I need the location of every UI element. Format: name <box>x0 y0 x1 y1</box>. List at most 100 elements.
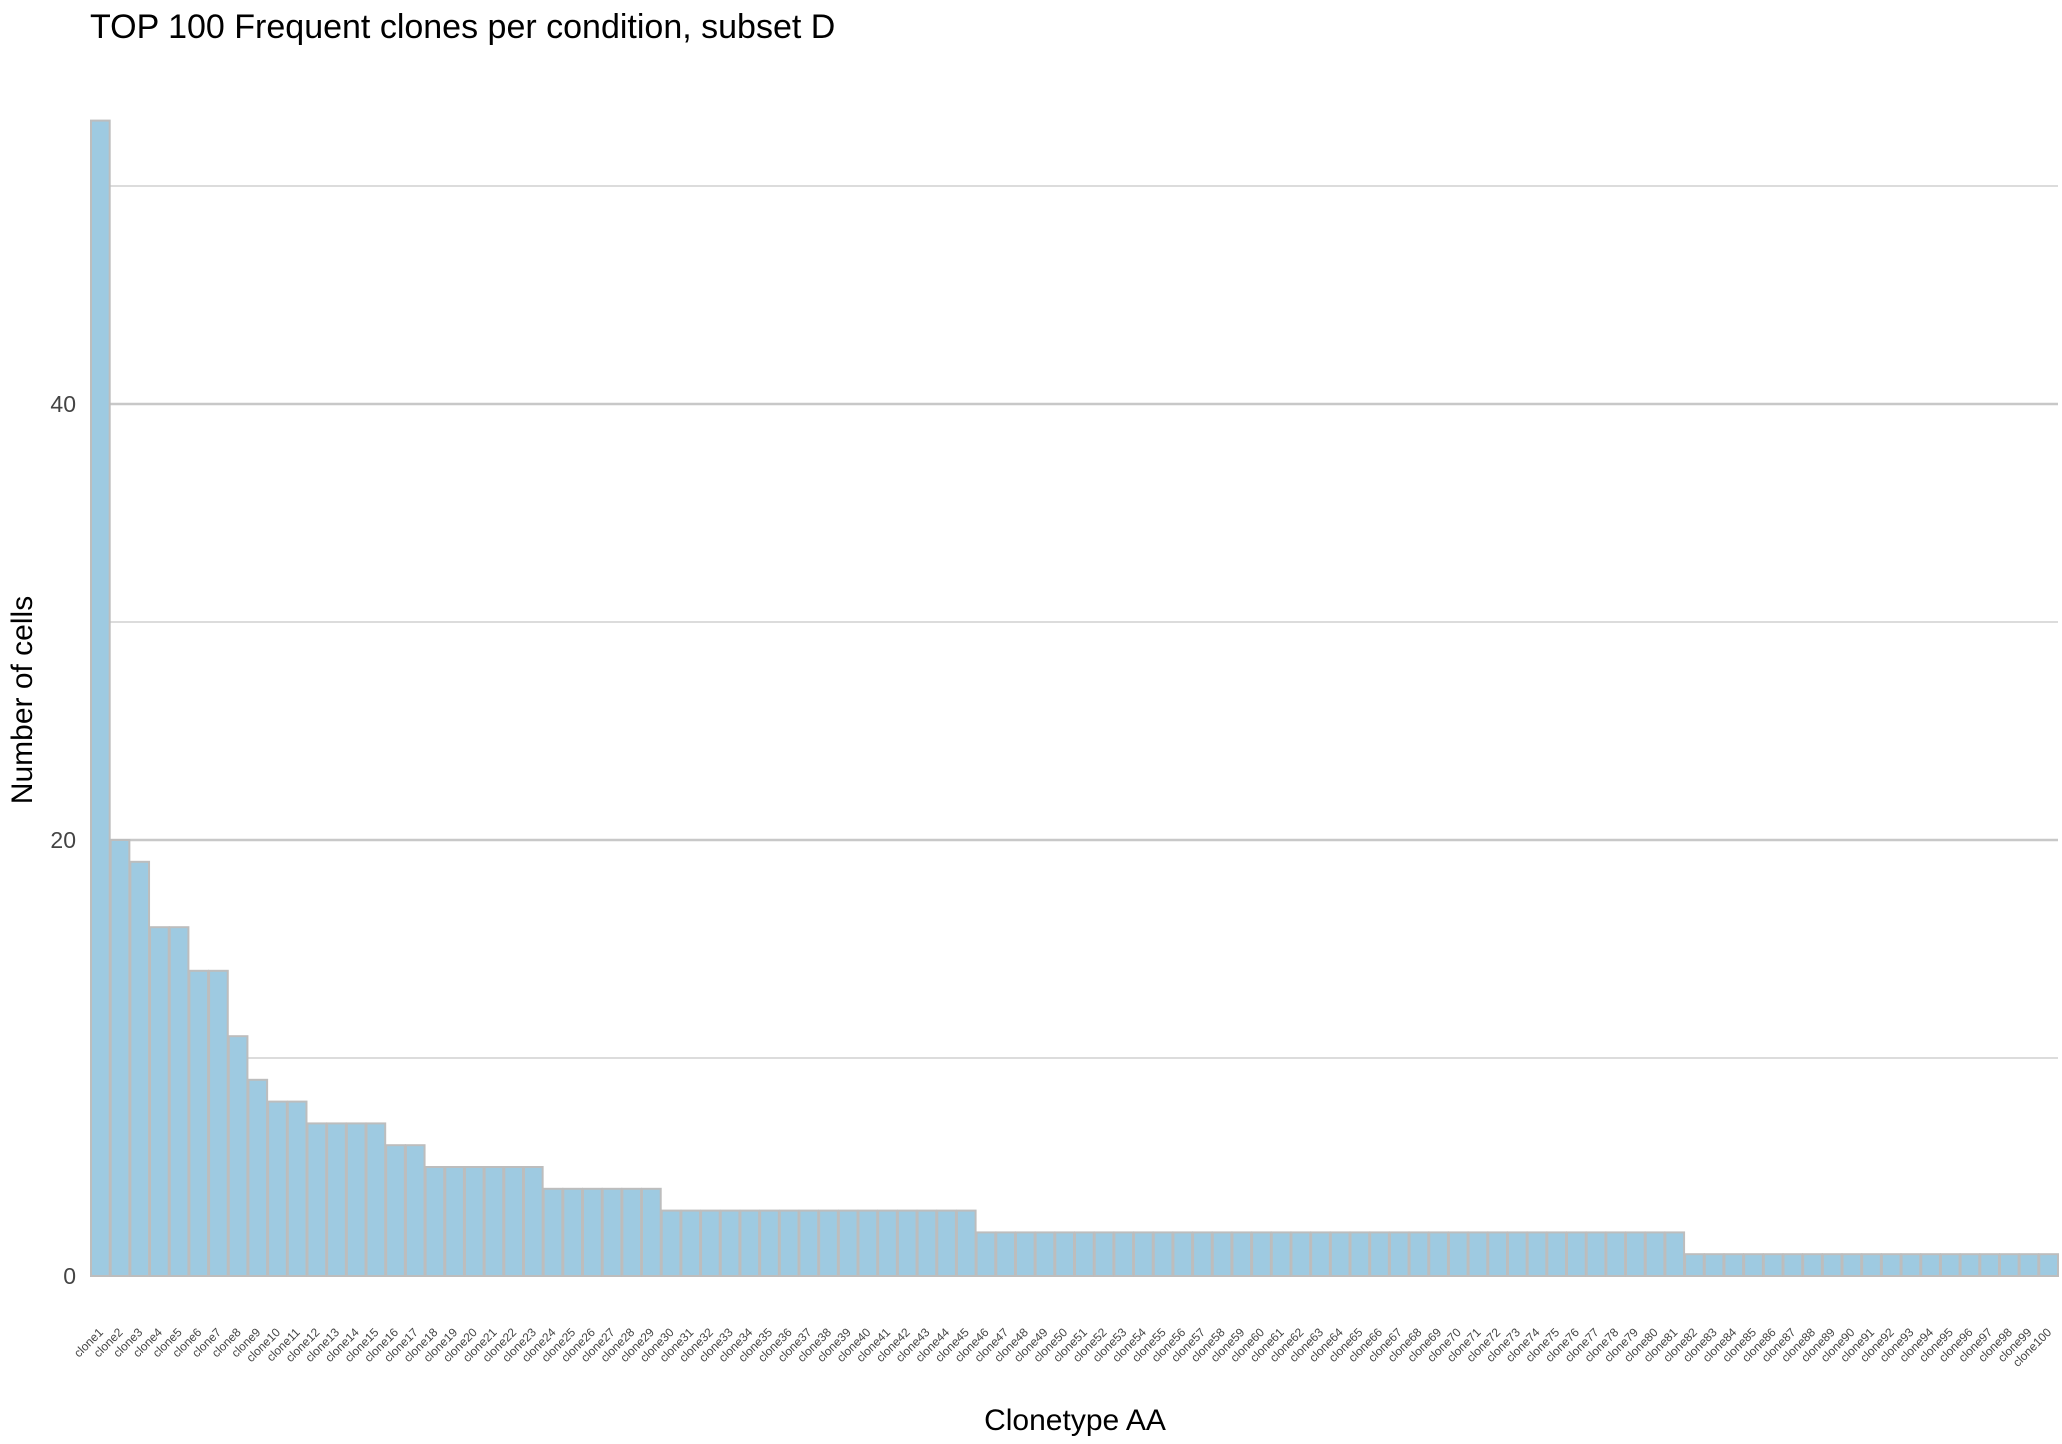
bar-clone2 <box>109 839 131 1277</box>
bar-clone52 <box>1093 1231 1115 1278</box>
bar-clone75 <box>1546 1231 1567 1278</box>
bar-clone14 <box>345 1122 367 1278</box>
bar-clone45 <box>955 1209 977 1277</box>
bar-clone86 <box>1762 1253 1784 1277</box>
bar-clone64 <box>1329 1231 1351 1278</box>
bar-clone97 <box>1979 1253 2000 1277</box>
bar-clone18 <box>424 1166 446 1277</box>
bar-clone38 <box>818 1209 839 1277</box>
bar-clone7 <box>208 969 229 1277</box>
bar-clone44 <box>936 1209 957 1277</box>
bar-clone63 <box>1310 1231 1331 1278</box>
bar-clone23 <box>522 1166 544 1277</box>
bar-clone27 <box>601 1187 623 1278</box>
bar-clone49 <box>1034 1231 1056 1278</box>
bar-clone55 <box>1152 1231 1174 1278</box>
bar-clone30 <box>660 1209 682 1277</box>
bar-clone46 <box>975 1231 997 1278</box>
x-axis-ticks: clone1clone2clone3clone4clone5clone6clon… <box>71 1325 2054 1370</box>
bar-clone71 <box>1467 1231 1489 1278</box>
bar-clone26 <box>582 1187 603 1278</box>
bar-clone47 <box>995 1231 1016 1278</box>
bar-clone34 <box>739 1209 761 1277</box>
bar-clone36 <box>778 1209 800 1277</box>
bar-clone5 <box>168 926 190 1277</box>
bar-clone100 <box>2038 1253 2059 1277</box>
bar-clone9 <box>247 1078 269 1278</box>
bar-clone53 <box>1113 1231 1135 1278</box>
bar-clone78 <box>1605 1231 1627 1278</box>
bar-clone40 <box>857 1209 879 1277</box>
bar-clone67 <box>1388 1231 1410 1278</box>
bar-clone29 <box>641 1187 662 1278</box>
bar-clone89 <box>1821 1253 1843 1277</box>
bar-clone56 <box>1172 1231 1194 1278</box>
bar-clone21 <box>483 1166 505 1277</box>
bar-clone76 <box>1566 1231 1587 1278</box>
bar-clone51 <box>1074 1231 1095 1278</box>
bar-clone93 <box>1900 1253 1922 1277</box>
bar-clone79 <box>1625 1231 1646 1278</box>
bar-clone32 <box>700 1209 721 1277</box>
bar-clone35 <box>759 1209 780 1277</box>
bar-clone15 <box>365 1122 387 1278</box>
bar-clone37 <box>798 1209 820 1277</box>
bar-clone58 <box>1211 1231 1233 1278</box>
bar-clone98 <box>1998 1253 2020 1277</box>
y-tick-label: 20 <box>50 827 76 853</box>
bar-clone4 <box>149 926 170 1277</box>
bar-clone83 <box>1703 1253 1725 1277</box>
gridlines <box>90 185 2058 1059</box>
bar-clone11 <box>286 1100 308 1277</box>
bar-clone6 <box>188 969 210 1277</box>
x-axis-title: Clonetype AA <box>984 1404 1166 1437</box>
bar-clone99 <box>2018 1253 2040 1277</box>
bar-clone94 <box>1920 1253 1941 1277</box>
y-tick-label: 40 <box>50 391 76 417</box>
bar-clone74 <box>1526 1231 1548 1278</box>
bar-clone69 <box>1428 1231 1449 1278</box>
bar-clone70 <box>1447 1231 1469 1278</box>
bar-clone8 <box>227 1035 249 1277</box>
bar-clone48 <box>1014 1231 1036 1278</box>
bars <box>90 119 2059 1278</box>
bar-clone77 <box>1585 1231 1607 1278</box>
bar-clone12 <box>306 1122 328 1278</box>
bar-clone57 <box>1192 1231 1213 1278</box>
bar-clone22 <box>503 1166 524 1277</box>
bar-clone87 <box>1782 1253 1804 1277</box>
bar-clone73 <box>1506 1231 1528 1278</box>
bar-clone92 <box>1880 1253 1902 1277</box>
bar-clone24 <box>542 1187 564 1278</box>
bar-clone66 <box>1369 1231 1390 1278</box>
bar-clone91 <box>1861 1253 1882 1277</box>
y-axis-ticks: 0 20 40 <box>50 391 76 1289</box>
bar-clone59 <box>1231 1231 1253 1278</box>
bar-clone85 <box>1743 1253 1764 1277</box>
bar-clone81 <box>1664 1231 1686 1278</box>
bar-clone72 <box>1487 1231 1508 1278</box>
bar-clone50 <box>1054 1231 1075 1278</box>
bar-clone13 <box>326 1122 347 1278</box>
bar-clone96 <box>1959 1253 1981 1277</box>
bar-clone42 <box>896 1209 918 1277</box>
chart-title: TOP 100 Frequent clones per condition, s… <box>90 8 835 46</box>
bar-clone28 <box>621 1187 643 1278</box>
bar-clone82 <box>1684 1253 1705 1277</box>
bar-clone88 <box>1802 1253 1823 1277</box>
bar-clone31 <box>680 1209 702 1277</box>
bar-clone10 <box>267 1100 288 1277</box>
bar-clone95 <box>1939 1253 1961 1277</box>
y-tick-label: 0 <box>63 1263 76 1289</box>
bar-clone90 <box>1841 1253 1863 1277</box>
bar-clone68 <box>1408 1231 1430 1278</box>
bar-clone25 <box>562 1187 584 1278</box>
bar-clone65 <box>1349 1231 1371 1278</box>
bar-clone16 <box>385 1144 406 1277</box>
bar-clone3 <box>129 860 151 1277</box>
bar-clone80 <box>1644 1231 1666 1278</box>
bar-clone54 <box>1133 1231 1154 1278</box>
bar-clone62 <box>1290 1231 1312 1278</box>
bar-clone1 <box>90 119 111 1278</box>
